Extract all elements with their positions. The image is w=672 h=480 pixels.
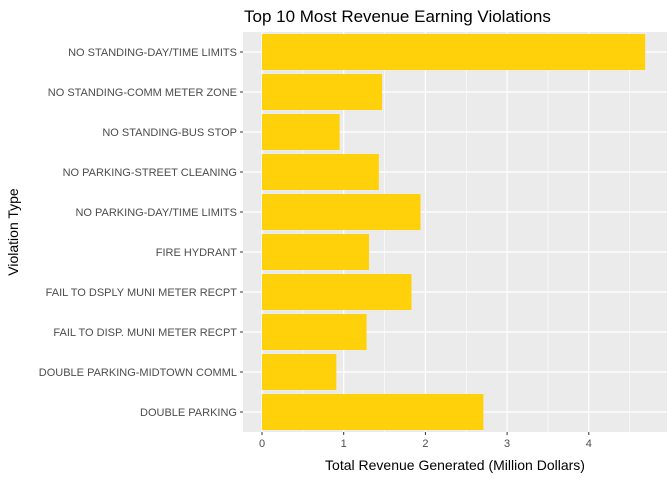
bar [262,34,646,70]
y-tick-label: NO STANDING-BUS STOP [102,127,237,139]
y-tick-label: DOUBLE PARKING [140,407,237,419]
y-tick-label: DOUBLE PARKING-MIDTOWN COMML [39,367,237,379]
y-tick-label: NO STANDING-DAY/TIME LIMITS [68,47,237,59]
bar [262,234,370,270]
bar [262,354,337,390]
bar [262,74,383,110]
chart-title: Top 10 Most Revenue Earning Violations [244,7,551,26]
bar [262,314,367,350]
y-tick-label: NO STANDING-COMM METER ZONE [48,87,237,99]
bar [262,194,421,230]
x-tick-label: 4 [586,438,592,450]
bar [262,154,379,190]
y-axis-title: Violation Type [5,188,21,276]
y-tick-label: FAIL TO DSPLY MUNI METER RECPT [46,287,238,299]
bar [262,114,340,150]
y-axis-tick-labels: NO STANDING-DAY/TIME LIMITS NO STANDING-C… [39,47,243,419]
x-tick-label: 0 [259,438,265,450]
y-tick-label: NO PARKING-STREET CLEANING [63,167,237,179]
x-axis-tick-labels: 0 1 2 3 4 [259,432,592,450]
x-tick-label: 1 [341,438,347,450]
bar [262,274,412,310]
y-tick-label: FAIL TO DISP. MUNI METER RECPT [53,327,237,339]
bars [262,34,646,430]
y-tick-label: NO PARKING-DAY/TIME LIMITS [75,207,237,219]
x-axis-title: Total Revenue Generated (Million Dollars… [325,457,585,473]
bar [262,394,484,430]
x-tick-label: 3 [504,438,510,450]
x-tick-label: 2 [422,438,428,450]
y-tick-label: FIRE HYDRANT [156,247,238,259]
